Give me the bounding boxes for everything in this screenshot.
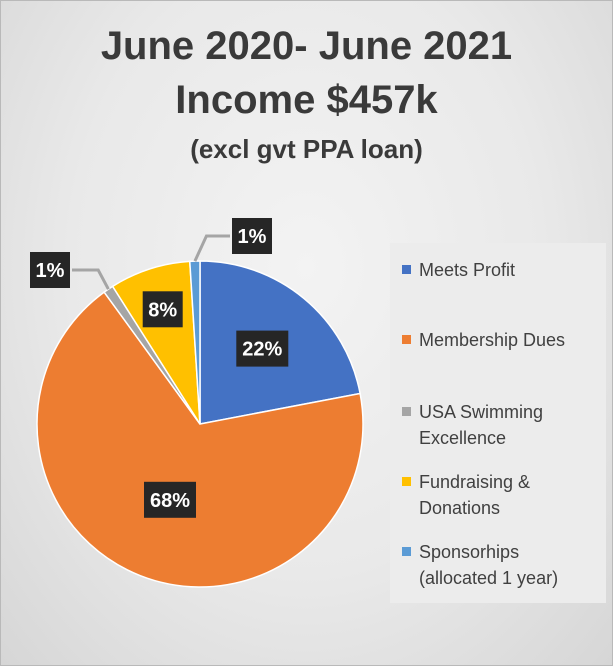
legend-label: Meets Profit (419, 257, 604, 283)
legend-label: USA Swimming Excellence (419, 399, 604, 451)
data-label-8pct: 8% (142, 291, 183, 328)
data-label-text: 68% (150, 490, 190, 512)
legend-item: Sponsorhips (allocated 1 year) (402, 539, 604, 591)
legend-label-line: Excellence (419, 428, 507, 448)
data-label-22pct: 22% (236, 330, 289, 367)
data-label-68pct: 68% (144, 481, 196, 518)
pie-slice-membership-dues (36, 291, 364, 588)
data-label-text: 1% (238, 226, 267, 248)
legend-label-line: Fundraising & (419, 472, 531, 492)
legend-label-line: (allocated 1 year) (419, 568, 559, 588)
data-label-text: 22% (242, 339, 282, 361)
legend-label: Fundraising & Donations (419, 469, 604, 521)
legend-item: Membership Dues (402, 327, 604, 353)
legend-swatch-icon (402, 477, 411, 486)
data-label-1pct: 1% (30, 252, 70, 288)
legend-label-line: Meets Profit (419, 260, 516, 280)
chart-subtitle: (excl gvt PPA loan) (190, 134, 423, 164)
data-label-box (30, 252, 70, 288)
legend-label: Sponsorhips (allocated 1 year) (419, 539, 604, 591)
legend-item: USA Swimming Excellence (402, 399, 604, 451)
legend-label-line: Membership Dues (419, 330, 566, 350)
data-label-box (144, 481, 196, 518)
legend-swatch-icon (402, 407, 411, 416)
legend-swatch-icon (402, 265, 411, 274)
data-label-text: 1% (36, 260, 65, 282)
data-label-box (232, 218, 272, 254)
legend-swatch-icon (402, 547, 411, 556)
legend-item: Fundraising & Donations (402, 469, 604, 521)
data-label-box (236, 330, 289, 367)
legend-label-line: USA Swimming (419, 402, 544, 422)
chart-title-line2: Income $457k (175, 78, 438, 122)
legend-item: Meets Profit (402, 257, 604, 283)
leader-line (193, 234, 230, 262)
chart-title-line1: June 2020- June 2021 (100, 24, 513, 68)
data-label-1pct: 1% (232, 218, 272, 254)
data-label-text: 8% (148, 299, 177, 321)
legend-swatch-icon (402, 335, 411, 344)
leader-line (72, 268, 110, 290)
legend-label: Membership Dues (419, 327, 604, 353)
data-label-box (142, 291, 183, 328)
chart-legend: Meets Profit Membership Dues USA Swimming E… (390, 243, 606, 603)
legend-label-line: Sponsorhips (419, 542, 520, 562)
legend-label-line: Donations (419, 498, 501, 518)
